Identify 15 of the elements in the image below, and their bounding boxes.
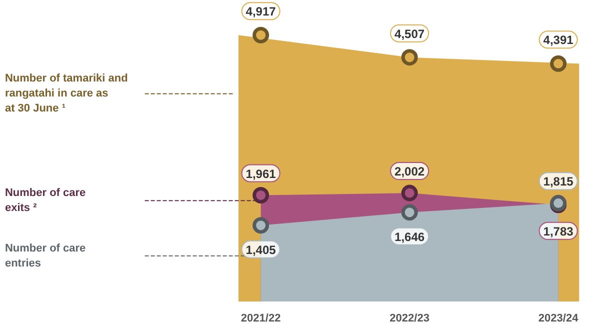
x-tick-label: 2021/22 — [240, 312, 281, 324]
text: Number of tamariki and rangatahi in care as at 30 June ¹ — [4, 72, 128, 115]
data-label: 1,783 — [543, 224, 574, 238]
data-label: 4,917 — [246, 4, 276, 19]
data-label: 1,646 — [394, 230, 425, 244]
text: Number of care exits ² — [4, 187, 86, 214]
data-label: 1,405 — [246, 242, 276, 257]
data-label: 4,391 — [543, 33, 574, 48]
data-label: 1,961 — [246, 166, 276, 181]
x-tick-label: 2023/24 — [538, 312, 580, 324]
x-tick-label: 2022/23 — [390, 312, 430, 324]
data-label: 2,002 — [394, 164, 425, 179]
data-label: 4,507 — [394, 26, 425, 41]
text: Number of care entries — [4, 242, 86, 270]
data-label: 1,815 — [543, 174, 574, 189]
